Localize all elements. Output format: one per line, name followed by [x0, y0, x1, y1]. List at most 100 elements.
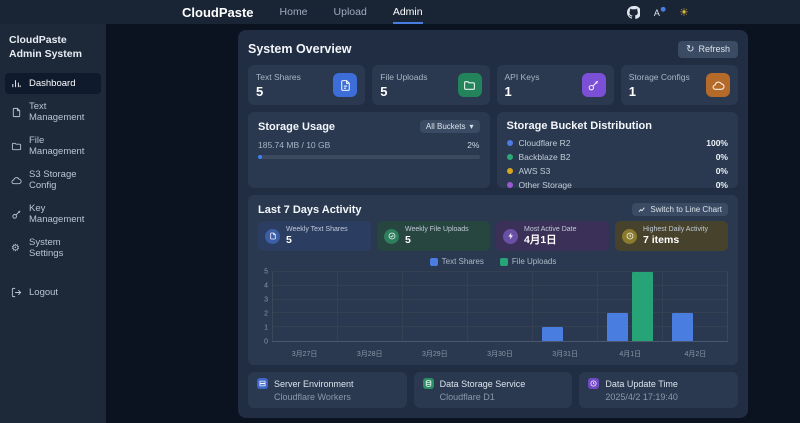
database-icon: [422, 378, 434, 389]
system-overview-panel: System Overview ↻ Refresh Text Shares 5 …: [238, 30, 748, 418]
bar-text-shares[interactable]: [607, 313, 628, 341]
gridline: [273, 271, 727, 272]
legend-item[interactable]: File Uploads: [499, 257, 557, 266]
sidebar-item-file-management[interactable]: File Management: [5, 130, 101, 162]
sidebar-item-dashboard[interactable]: Dashboard: [5, 73, 101, 95]
sidebar-item-s3-storage-config[interactable]: S3 Storage Config: [5, 164, 101, 196]
svg-text:A: A: [654, 7, 660, 17]
bar-text-shares[interactable]: [672, 313, 693, 341]
usage-line: 185.74 MB / 10 GB 2%: [258, 140, 480, 150]
bucket-label: Backblaze B2: [518, 152, 571, 162]
language-icon[interactable]: A: [653, 6, 666, 19]
info-value: Cloudflare Workers: [274, 392, 351, 402]
y-tick-label: 0: [264, 338, 268, 346]
key-icon: [581, 73, 606, 97]
info-head: Server Environment: [257, 378, 398, 389]
sidebar: CloudPaste Admin System Dashboard Text M…: [0, 24, 106, 423]
mini-card-label: Weekly File Uploads: [405, 225, 469, 233]
footer-row: Server Environment Cloudflare Workers Da…: [248, 372, 739, 408]
stat-card-api-keys: API Keys 1: [496, 65, 614, 105]
chart-plot: [272, 271, 728, 342]
sidebar-item-label: Key Management: [29, 203, 85, 226]
legend-swatch-icon: [499, 257, 508, 266]
chart-yaxis: 0 1 2 3 4 5: [258, 269, 272, 346]
legend-label: Text Shares: [441, 257, 484, 266]
refresh-button[interactable]: ↻ Refresh: [678, 40, 738, 58]
legend-swatch-icon: [429, 257, 438, 266]
nav-admin[interactable]: Admin: [392, 0, 423, 24]
folder-icon: [11, 141, 22, 152]
x-tick-label: 4月2日: [684, 351, 707, 358]
storage-usage-header: Storage Usage All Buckets ▾: [258, 120, 480, 133]
switch-chart-button[interactable]: Switch to Line Chart: [632, 203, 728, 216]
github-icon[interactable]: [627, 5, 640, 19]
stat-label: API Keys: [504, 71, 540, 82]
chevron-down-icon: ▾: [469, 122, 474, 131]
legend-item[interactable]: Text Shares: [429, 257, 484, 266]
legend-label: File Uploads: [511, 257, 557, 266]
bar-file-uploads[interactable]: [632, 272, 653, 341]
stat-value: 1: [504, 83, 512, 99]
stat-card-text-shares: Text Shares 5: [248, 65, 366, 105]
stat-card-storage-configs: Storage Configs 1: [620, 65, 738, 105]
x-tick-label: 3月29日: [422, 351, 448, 358]
logout-icon: [11, 287, 22, 298]
document-icon: [333, 73, 358, 97]
refresh-icon: ↻: [686, 43, 695, 55]
storage-usage-card: Storage Usage All Buckets ▾ 185.74 MB / …: [248, 112, 490, 188]
cloud-icon: [11, 175, 22, 186]
bar-chart-icon: [11, 78, 22, 89]
bucket-label: AWS S3: [518, 166, 551, 176]
distribution-row: Other Storage 0%: [506, 180, 728, 190]
mini-card-weekly-text-shares: Weekly Text Shares 5: [258, 221, 371, 251]
nav-upload[interactable]: Upload: [333, 6, 367, 18]
nav-home[interactable]: Home: [279, 6, 308, 18]
mini-card-value: 5: [286, 233, 292, 246]
sidebar-item-key-management[interactable]: Key Management: [5, 198, 101, 230]
info-value: Cloudflare D1: [439, 392, 495, 402]
x-tick-label: 3月27日: [291, 351, 318, 358]
bar-text-shares[interactable]: [542, 327, 563, 341]
check-circle-icon: [384, 228, 399, 244]
bucket-label: Other Storage: [518, 180, 572, 190]
activity-title: Last 7 Days Activity: [258, 203, 362, 216]
x-tick-label: 3月31日: [552, 351, 578, 358]
bar-group: [337, 272, 402, 341]
theme-sun-icon[interactable]: ☀: [679, 5, 689, 19]
stat-text: File Uploads 5: [380, 72, 427, 99]
panel-header: System Overview ↻ Refresh: [248, 40, 738, 58]
bucket-color-dot: [506, 168, 513, 174]
activity-card: Last 7 Days Activity Switch to Line Char…: [248, 195, 738, 365]
clock-icon: [622, 228, 637, 244]
stat-value: 1: [628, 83, 636, 99]
refresh-label: Refresh: [698, 44, 730, 54]
stat-text: Storage Configs 1: [629, 72, 690, 99]
info-value: 2025/4/2 17:19:40: [605, 392, 678, 402]
brand: CloudPaste: [182, 4, 254, 20]
sidebar-item-system-settings[interactable]: ⚙ System Settings: [5, 232, 101, 264]
server-icon: [257, 378, 268, 389]
mini-card-most-active-date: Most Active Date 4月1日: [496, 221, 609, 251]
storage-usage-title: Storage Usage: [258, 120, 336, 133]
info-label: Server Environment: [274, 378, 354, 389]
info-label: Data Storage Service: [439, 378, 526, 389]
clock-icon: [588, 378, 600, 389]
bucket-filter-dropdown[interactable]: All Buckets ▾: [419, 120, 480, 133]
sidebar-item-logout[interactable]: Logout: [5, 282, 101, 303]
stat-text: Text Shares 5: [256, 72, 301, 99]
sidebar-item-text-management[interactable]: Text Management: [5, 96, 101, 128]
mini-card-value: 7 items: [643, 233, 680, 246]
mini-card-label: Weekly Text Shares: [286, 225, 348, 233]
bucket-label: Cloudflare R2: [518, 138, 571, 148]
bucket-percent: 0%: [715, 152, 728, 162]
line-chart-icon: [639, 206, 646, 212]
stat-value: 5: [256, 83, 264, 99]
y-tick-label: 4: [264, 282, 268, 290]
x-tick-label: 3月30日: [487, 351, 513, 358]
info-card-data-storage-service: Data Storage Service Cloudflare D1: [413, 372, 573, 408]
bucket-distribution-title: Storage Bucket Distribution: [506, 120, 652, 132]
storage-row: Storage Usage All Buckets ▾ 185.74 MB / …: [248, 112, 738, 190]
switch-chart-label: Switch to Line Chart: [650, 205, 722, 214]
cloud-icon: [706, 73, 730, 97]
gridline: [273, 326, 727, 328]
